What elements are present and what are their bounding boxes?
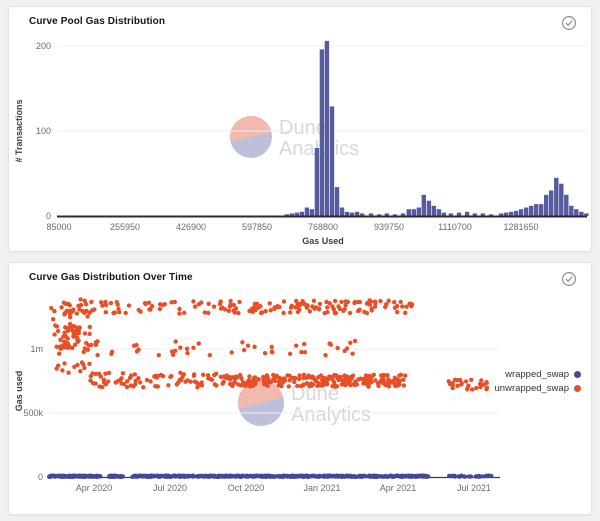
card-gas-over-time: Curve Gas Distribution Over Time Dune Ana…: [8, 262, 592, 515]
svg-text:# Transactions: # Transactions: [14, 99, 24, 162]
svg-text:100: 100: [36, 126, 51, 136]
legend-label-wrapped-swap: wrapped_swap: [505, 369, 569, 380]
svg-text:1281650: 1281650: [503, 222, 538, 232]
svg-text:500k: 500k: [23, 408, 43, 418]
svg-text:Analytics: Analytics: [291, 404, 371, 426]
svg-text:Jan 2021: Jan 2021: [303, 483, 340, 493]
svg-text:1110700: 1110700: [438, 222, 472, 232]
svg-text:768800: 768800: [308, 222, 338, 232]
svg-text:0: 0: [38, 472, 43, 482]
unwrapped-swap-dot-icon: [574, 385, 581, 392]
histogram-bars: [284, 40, 589, 217]
svg-text:Jul 2021: Jul 2021: [457, 483, 491, 493]
wrapped-swap-dot-icon: [574, 371, 581, 378]
svg-text:85000: 85000: [46, 222, 71, 232]
svg-text:0: 0: [46, 211, 51, 221]
svg-text:939750: 939750: [374, 222, 404, 232]
svg-text:Apr 2021: Apr 2021: [380, 483, 417, 493]
svg-text:Gas used: Gas used: [14, 371, 24, 412]
legend-item-wrapped-swap[interactable]: wrapped_swap: [505, 369, 581, 380]
svg-text:200: 200: [36, 41, 51, 51]
scatter-points: [47, 297, 494, 479]
svg-text:426900: 426900: [176, 222, 206, 232]
chart1-title: Curve Pool Gas Distribution: [29, 16, 166, 27]
svg-text:255950: 255950: [110, 222, 140, 232]
svg-text:Apr 2020: Apr 2020: [76, 483, 113, 493]
svg-text:Gas Used: Gas Used: [302, 236, 344, 246]
svg-text:Oct 2020: Oct 2020: [228, 483, 265, 493]
legend: wrapped_swap unwrapped_swap: [495, 369, 581, 394]
check-circle-icon[interactable]: [561, 271, 577, 287]
check-circle-icon[interactable]: [561, 15, 577, 31]
chart2-title: Curve Gas Distribution Over Time: [29, 272, 193, 283]
svg-text:Jul 2020: Jul 2020: [153, 483, 187, 493]
legend-item-unwrapped-swap[interactable]: unwrapped_swap: [495, 383, 581, 394]
svg-text:Dune: Dune: [291, 383, 339, 405]
svg-text:597850: 597850: [242, 222, 272, 232]
legend-label-unwrapped-swap: unwrapped_swap: [494, 383, 569, 394]
card-gas-distribution: Curve Pool Gas Distribution DuneAnalytic…: [8, 6, 592, 252]
svg-text:1m: 1m: [30, 344, 43, 354]
svg-text:Dune: Dune: [279, 117, 327, 139]
